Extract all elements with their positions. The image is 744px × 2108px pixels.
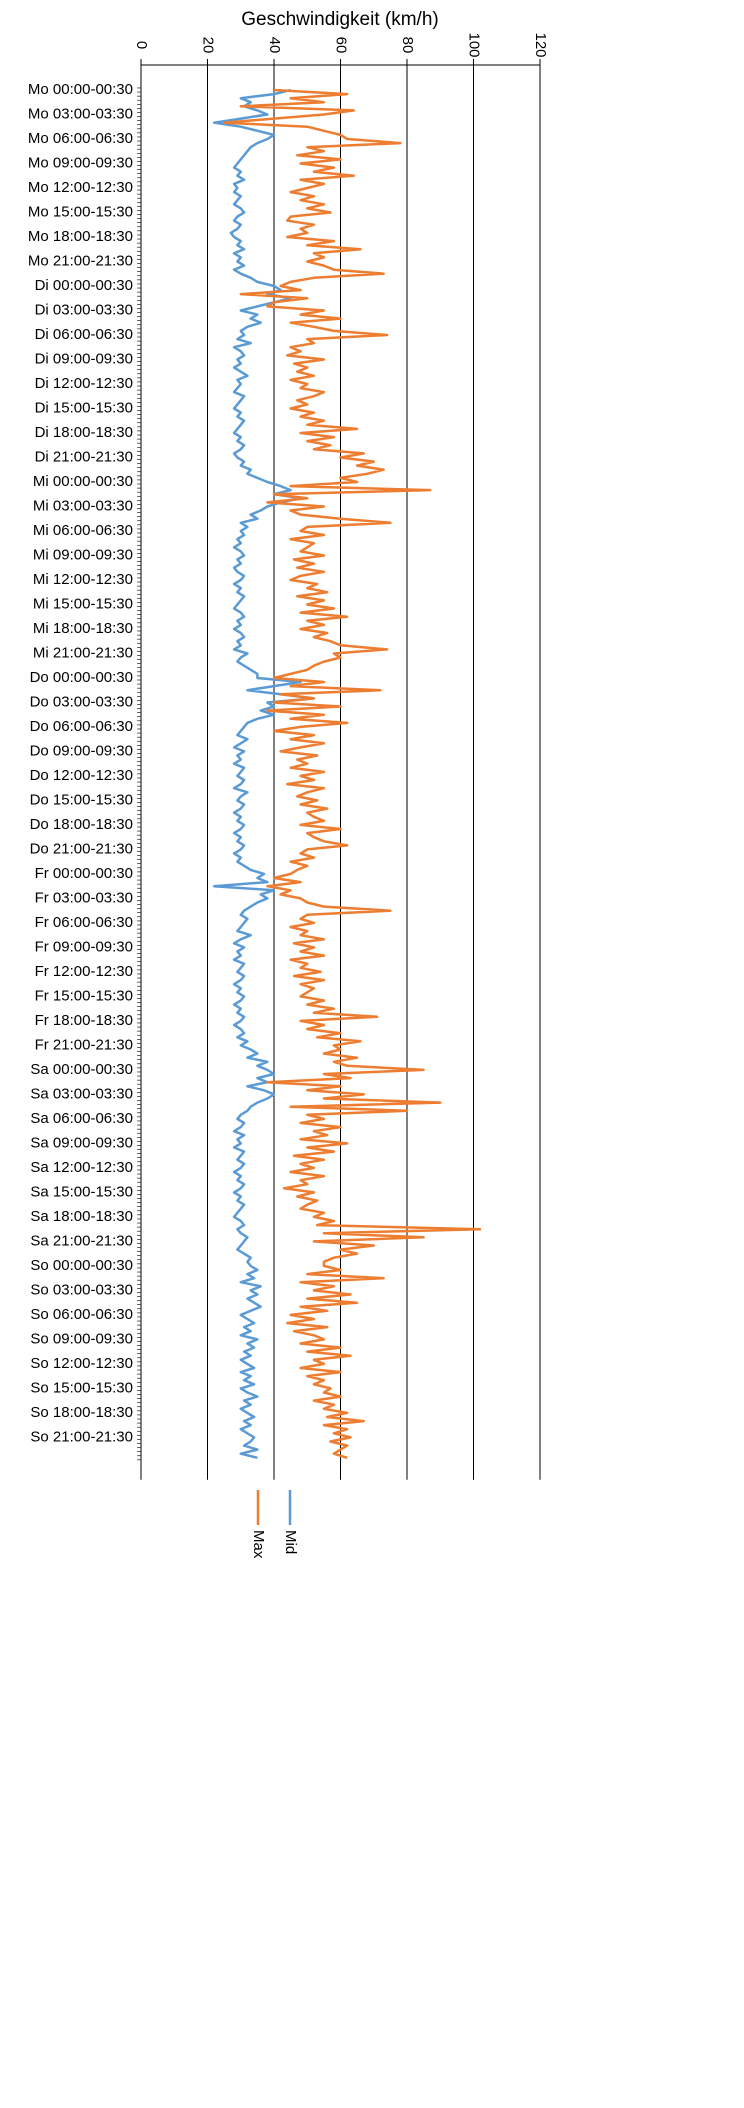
x-tick-label: Mo 21:00-21:30 xyxy=(28,252,133,269)
x-tick-label: Di 18:00-18:30 xyxy=(35,424,133,441)
x-tick-label: Fr 00:00-00:30 xyxy=(35,865,133,882)
chart-title: Geschwindigkeit (km/h) xyxy=(241,9,438,30)
x-tick-label: Fr 21:00-21:30 xyxy=(35,1036,133,1053)
x-tick-label: Mo 15:00-15:30 xyxy=(28,203,133,220)
x-tick-label: So 06:00-06:30 xyxy=(30,1306,133,1323)
y-tick-label: 60 xyxy=(333,37,350,54)
x-tick-label: So 09:00-09:30 xyxy=(30,1330,133,1347)
x-tick-label: Do 15:00-15:30 xyxy=(30,791,133,808)
x-tick-label: Mi 18:00-18:30 xyxy=(33,620,133,637)
x-tick-label: So 15:00-15:30 xyxy=(30,1379,133,1396)
x-tick-label: Fr 06:00-06:30 xyxy=(35,914,133,931)
series-line xyxy=(222,88,482,1459)
x-tick-label: Mi 06:00-06:30 xyxy=(33,522,133,539)
x-tick-label: Fr 03:00-03:30 xyxy=(35,889,133,906)
x-tick-label: Sa 03:00-03:30 xyxy=(30,1085,133,1102)
x-tick-label: Di 12:00-12:30 xyxy=(35,375,133,392)
x-tick-label: Mo 18:00-18:30 xyxy=(28,228,133,245)
x-tick-label: Mo 12:00-12:30 xyxy=(28,179,133,196)
x-tick-label: Do 06:00-06:30 xyxy=(30,718,133,735)
x-tick-label: Mo 03:00-03:30 xyxy=(28,105,133,122)
x-tick-label: Do 21:00-21:30 xyxy=(30,840,133,857)
x-tick-label: Di 06:00-06:30 xyxy=(35,326,133,343)
x-tick-label: Do 18:00-18:30 xyxy=(30,816,133,833)
y-tick-label: 0 xyxy=(133,41,150,49)
x-tick-label: Do 09:00-09:30 xyxy=(30,742,133,759)
x-tick-label: Mi 15:00-15:30 xyxy=(33,595,133,612)
x-tick-label: Di 21:00-21:30 xyxy=(35,448,133,465)
y-tick-label: 100 xyxy=(466,32,483,57)
x-tick-label: So 12:00-12:30 xyxy=(30,1355,133,1372)
x-tick-label: So 18:00-18:30 xyxy=(30,1404,133,1421)
x-tick-label: Di 00:00-00:30 xyxy=(35,277,133,294)
x-tick-label: So 21:00-21:30 xyxy=(30,1428,133,1445)
x-tick-label: Do 00:00-00:30 xyxy=(30,669,133,686)
x-tick-label: Mo 09:00-09:30 xyxy=(28,154,133,171)
x-tick-label: Sa 09:00-09:30 xyxy=(30,1134,133,1151)
x-tick-label: So 00:00-00:30 xyxy=(30,1257,133,1274)
x-tick-label: Sa 18:00-18:30 xyxy=(30,1208,133,1225)
y-tick-label: 20 xyxy=(200,37,217,54)
x-tick-label: Mo 06:00-06:30 xyxy=(28,130,133,147)
x-tick-label: Di 09:00-09:30 xyxy=(35,350,133,367)
x-tick-label: Di 15:00-15:30 xyxy=(35,399,133,416)
x-tick-label: Mi 03:00-03:30 xyxy=(33,497,133,514)
x-tick-label: Mi 00:00-00:30 xyxy=(33,473,133,490)
x-tick-label: Fr 12:00-12:30 xyxy=(35,963,133,980)
x-tick-label: Mo 00:00-00:30 xyxy=(28,81,133,98)
x-tick-label: Sa 12:00-12:30 xyxy=(30,1159,133,1176)
x-tick-label: Sa 15:00-15:30 xyxy=(30,1183,133,1200)
x-tick-label: Mi 21:00-21:30 xyxy=(33,644,133,661)
x-tick-label: Do 12:00-12:30 xyxy=(30,767,133,784)
x-tick-label: Do 03:00-03:30 xyxy=(30,693,133,710)
x-tick-label: Fr 15:00-15:30 xyxy=(35,987,133,1004)
x-tick-label: Sa 00:00-00:30 xyxy=(30,1061,133,1078)
legend-label: Mid xyxy=(282,1530,299,1554)
y-tick-label: 120 xyxy=(532,32,549,57)
x-tick-label: Sa 21:00-21:30 xyxy=(30,1232,133,1249)
x-tick-label: Mi 12:00-12:30 xyxy=(33,571,133,588)
y-tick-label: 80 xyxy=(399,37,416,54)
x-tick-label: Sa 06:00-06:30 xyxy=(30,1110,133,1127)
x-tick-label: Fr 18:00-18:30 xyxy=(35,1012,133,1029)
series-line xyxy=(212,88,316,1460)
x-tick-label: Di 03:00-03:30 xyxy=(35,301,133,318)
x-tick-label: Fr 09:00-09:30 xyxy=(35,938,133,955)
x-tick-label: Mi 09:00-09:30 xyxy=(33,546,133,563)
x-tick-label: So 03:00-03:30 xyxy=(30,1281,133,1298)
legend-label: Max xyxy=(250,1530,267,1559)
y-tick-label: 40 xyxy=(266,37,283,54)
